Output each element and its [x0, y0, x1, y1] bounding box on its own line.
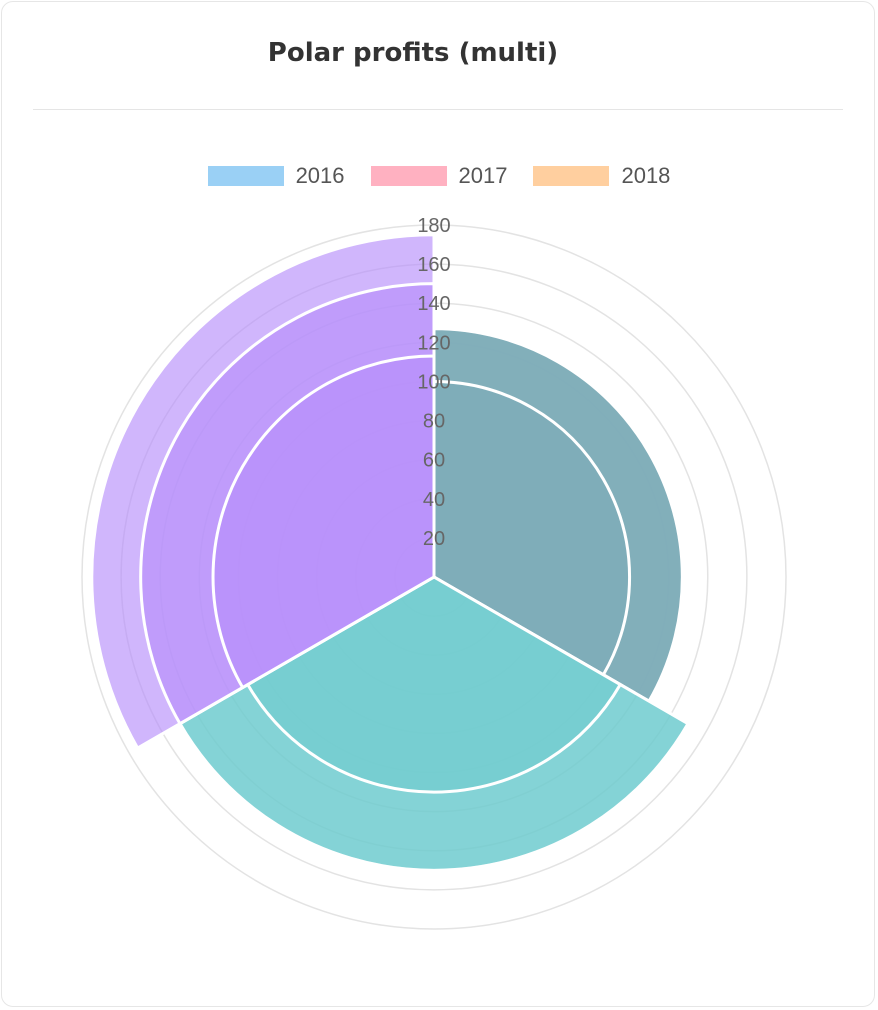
legend-item-2018[interactable]: 2018 [533, 163, 670, 189]
legend-swatch-2017 [370, 166, 447, 186]
tick-label-140: 140 [417, 293, 450, 315]
legend-label: 2018 [621, 163, 671, 188]
chart-title: Polar profits (multi) [267, 38, 559, 68]
tick-label-180: 180 [417, 215, 450, 237]
segment-1-series-2016[interactable] [432, 379, 632, 677]
tick-label-20: 20 [423, 528, 445, 550]
segment-3-series-2016[interactable] [211, 354, 436, 690]
title-divider [33, 109, 843, 110]
legend-label: 2016 [295, 163, 345, 188]
legend-item-2017[interactable]: 2017 [370, 163, 508, 189]
segment-2-series-2016[interactable] [245, 575, 623, 794]
tick-label-60: 60 [423, 450, 445, 472]
legend-swatch-2018 [533, 166, 610, 186]
tick-label-120: 120 [417, 332, 450, 354]
tick-label-40: 40 [423, 489, 445, 511]
tick-label-100: 100 [417, 371, 450, 393]
segments [90, 233, 691, 872]
tick-label-160: 160 [417, 254, 450, 276]
grid-ring-180 [81, 224, 787, 930]
legend-swatch-2016 [207, 166, 284, 186]
legend-label: 2017 [458, 163, 508, 188]
legend: 2016 2017 2018 [0, 162, 878, 190]
tick-label-80: 80 [423, 411, 445, 433]
tick-labels: 20 40 60 80 100 120 140 160 180 [417, 215, 450, 550]
legend-item-2016[interactable]: 2016 [207, 163, 345, 189]
